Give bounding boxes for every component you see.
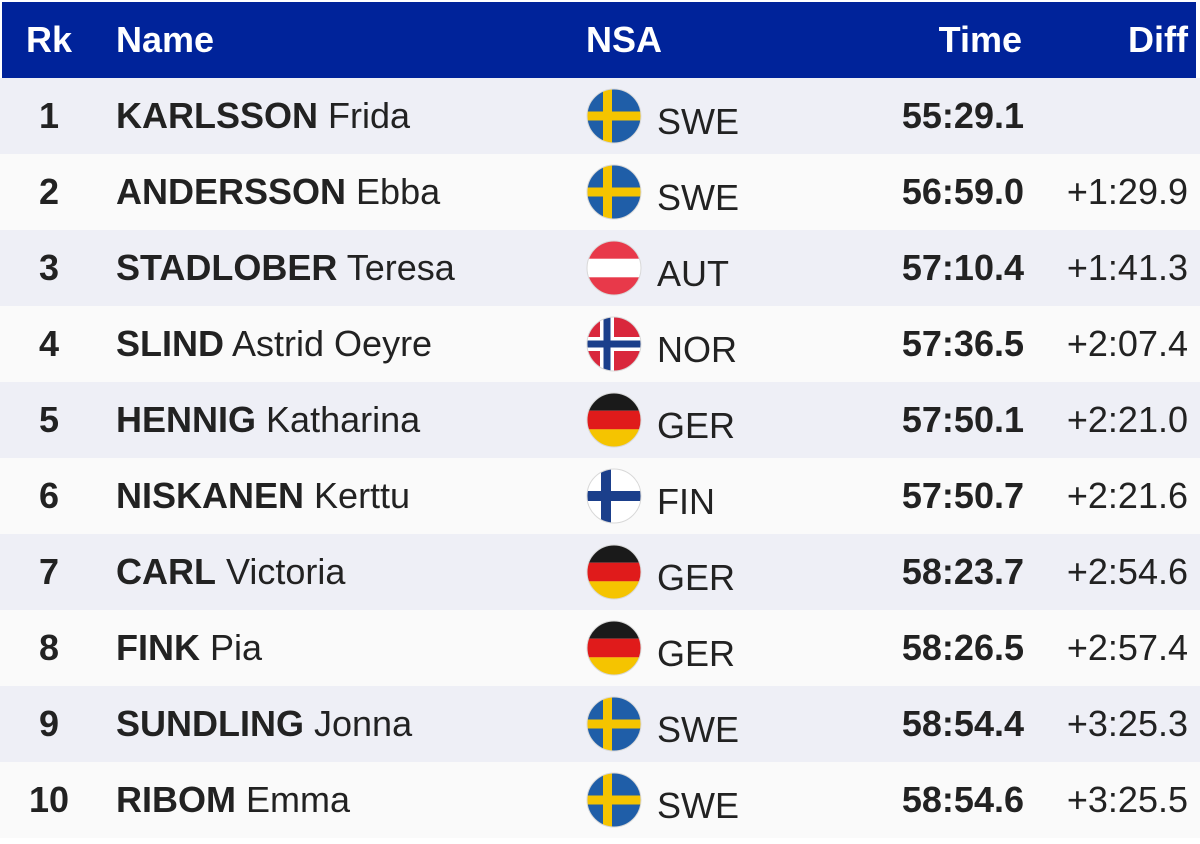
table-row[interactable]: 6 NISKANEN Kerttu FIN 57:50.7 +2:21.6: [0, 458, 1200, 534]
table-row[interactable]: 9 SUNDLING Jonna SWE 58:54.4 +3:25.3: [0, 686, 1200, 762]
diff-cell: +2:07.4: [1066, 323, 1188, 364]
athlete-last-name: SUNDLING: [116, 703, 304, 744]
time-column-header[interactable]: Time: [938, 19, 1022, 60]
time-cell: 57:50.7: [901, 475, 1024, 516]
athlete-first-name: Kerttu: [314, 475, 411, 516]
table-row[interactable]: 1 KARLSSON Frida SWE 55:29.1: [0, 78, 1200, 154]
athlete-first-name: Ebba: [356, 171, 441, 212]
athlete-last-name: HENNIG: [116, 399, 257, 440]
diff-cell: +1:41.3: [1066, 247, 1188, 288]
name-column-header[interactable]: Name: [116, 19, 215, 60]
athlete-first-name: Pia: [210, 627, 263, 668]
time-cell: 56:59.0: [901, 171, 1024, 212]
nor-flag-icon: [586, 316, 642, 372]
diff-cell: +3:25.5: [1066, 779, 1188, 820]
athlete-name[interactable]: KARLSSON Frida: [116, 78, 410, 154]
rank-cell: 7: [38, 551, 60, 592]
table-row[interactable]: 8 FINK Pia GER 58:26.5 +2:57.4: [0, 610, 1200, 686]
table-row[interactable]: 2 ANDERSSON Ebba SWE 56:59.0 +1:29.9: [0, 154, 1200, 230]
table-row[interactable]: 10 RIBOM Emma SWE 58:54.6 +3:25.5: [0, 762, 1200, 838]
athlete-last-name: ANDERSSON: [116, 171, 347, 212]
nsa-code: NOR: [657, 329, 737, 370]
diff-cell: +1:29.9: [1066, 171, 1188, 212]
time-cell: 58:54.4: [901, 703, 1024, 744]
rank-cell: 9: [38, 703, 60, 744]
fin-flag-icon: [586, 468, 642, 524]
athlete-name[interactable]: NISKANEN Kerttu: [116, 458, 410, 534]
rank-cell: 2: [38, 171, 60, 212]
diff-column-header[interactable]: Diff: [1128, 19, 1188, 60]
athlete-last-name: FINK: [116, 627, 200, 668]
diff-cell: +2:54.6: [1066, 551, 1188, 592]
table-row[interactable]: 3 STADLOBER Teresa AUT 57:10.4 +1:41.3: [0, 230, 1200, 306]
rank-cell: 3: [38, 247, 60, 288]
ger-flag-icon: [586, 620, 642, 676]
table-body: 1 KARLSSON Frida SWE 55:29.1 2 ANDERSSON Ebba…: [0, 78, 1200, 838]
athlete-name[interactable]: STADLOBER Teresa: [116, 230, 455, 306]
time-cell: 57:36.5: [901, 323, 1024, 364]
diff-cell: +2:21.6: [1066, 475, 1188, 516]
swe-flag-icon: [586, 88, 642, 144]
athlete-name[interactable]: SLIND Astrid Oeyre: [116, 306, 432, 382]
table-row[interactable]: 7 CARL Victoria GER 58:23.7 +2:54.6: [0, 534, 1200, 610]
rank-cell: 1: [38, 95, 60, 136]
athlete-first-name: Teresa: [346, 247, 455, 288]
rank-cell: 8: [38, 627, 60, 668]
nsa-code: SWE: [657, 785, 740, 826]
athlete-name[interactable]: FINK Pia: [116, 610, 262, 686]
time-cell: 58:54.6: [901, 779, 1024, 820]
rank-cell: 4: [38, 323, 60, 364]
athlete-last-name: NISKANEN: [116, 475, 305, 516]
rank-column-header[interactable]: Rk: [26, 19, 73, 60]
athlete-first-name: Victoria: [226, 551, 346, 592]
nsa-code: AUT: [657, 253, 729, 294]
aut-flag-icon: [586, 240, 642, 296]
swe-flag-icon: [586, 696, 642, 752]
table-row[interactable]: 5 HENNIG Katharina GER 57:50.1 +2:21.0: [0, 382, 1200, 458]
athlete-first-name: Jonna: [314, 703, 413, 744]
time-cell: 58:26.5: [901, 627, 1024, 668]
time-cell: 58:23.7: [901, 551, 1024, 592]
athlete-last-name: RIBOM: [116, 779, 236, 820]
table-row[interactable]: 4 SLIND Astrid Oeyre NOR 57:36.5 +2:07.4: [0, 306, 1200, 382]
nsa-code: GER: [657, 557, 736, 598]
athlete-first-name: Emma: [246, 779, 351, 820]
time-cell: 57:50.1: [901, 399, 1024, 440]
nsa-code: SWE: [657, 709, 740, 750]
athlete-last-name: CARL: [116, 551, 216, 592]
athlete-name[interactable]: CARL Victoria: [116, 534, 345, 610]
rank-cell: 10: [28, 779, 70, 820]
nsa-code: FIN: [657, 481, 715, 522]
ger-flag-icon: [586, 544, 642, 600]
time-cell: 55:29.1: [901, 95, 1024, 136]
athlete-last-name: STADLOBER: [116, 247, 338, 288]
nsa-column-header[interactable]: NSA: [586, 19, 663, 60]
athlete-first-name: Frida: [328, 95, 411, 136]
time-cell: 57:10.4: [901, 247, 1024, 288]
athlete-name[interactable]: RIBOM Emma: [116, 762, 350, 838]
nsa-code: SWE: [657, 101, 740, 142]
ger-flag-icon: [586, 392, 642, 448]
swe-flag-icon: [586, 164, 642, 220]
athlete-first-name: Katharina: [266, 399, 421, 440]
rank-cell: 6: [38, 475, 60, 516]
athlete-name[interactable]: HENNIG Katharina: [116, 382, 420, 458]
athlete-last-name: SLIND: [116, 323, 224, 364]
nsa-code: GER: [657, 405, 736, 446]
athlete-last-name: KARLSSON: [116, 95, 319, 136]
nsa-code: SWE: [657, 177, 740, 218]
swe-flag-icon: [586, 772, 642, 828]
diff-cell: +2:21.0: [1066, 399, 1188, 440]
athlete-first-name: Astrid Oeyre: [232, 323, 433, 364]
table-header: Rk Name NSA Time Diff: [2, 2, 1196, 78]
nsa-code: GER: [657, 633, 736, 674]
diff-cell: +3:25.3: [1066, 703, 1188, 744]
rank-cell: 5: [38, 399, 60, 440]
athlete-name[interactable]: SUNDLING Jonna: [116, 686, 412, 762]
athlete-name[interactable]: ANDERSSON Ebba: [116, 154, 440, 230]
diff-cell: +2:57.4: [1066, 627, 1188, 668]
